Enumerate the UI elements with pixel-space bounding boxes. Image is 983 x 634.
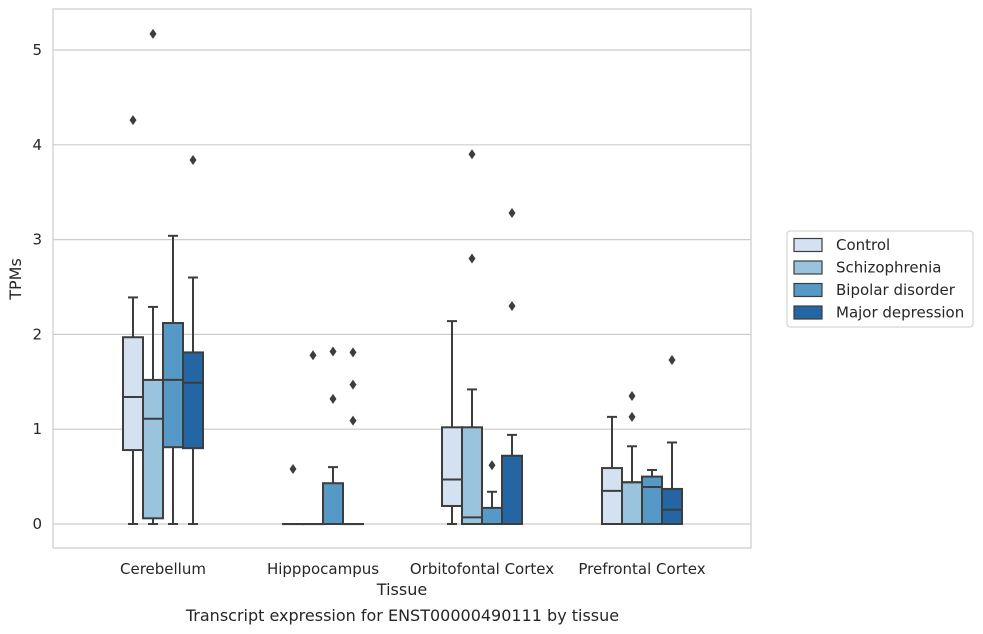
y-tick-label: 3 [32,231,42,249]
legend-label: Bipolar disorder [836,281,956,299]
box-schizophrenia [302,350,324,526]
outlier-point [349,415,357,426]
y-axis-ticks: 0 1 2 3 4 5 [32,41,42,533]
outlier-point [628,391,636,402]
legend-label: Schizophrenia [836,259,941,277]
iqr-box [641,475,663,526]
outlier-point [468,253,476,264]
box-bipolar-disorder [162,234,184,525]
legend-swatch [793,282,823,298]
outlier-point [349,347,357,358]
boxes [122,28,683,526]
y-tick-label: 1 [32,420,42,438]
legend-swatch [793,305,823,320]
legend-label: Major depression [836,304,964,322]
outlier-point [488,460,496,471]
outlier-point [189,154,197,165]
outlier-point [468,149,476,160]
box-control [282,464,304,526]
outlier-point [149,28,157,39]
outlier-point [329,393,337,404]
outlier-point [508,208,516,219]
box-bipolar-disorder [641,468,663,526]
box-bipolar-disorder [322,346,344,525]
outlier-point [129,115,137,126]
iqr-box [441,426,463,507]
iqr-box [162,322,184,449]
y-axis-label: TPMs [6,258,25,301]
outlier-point [329,346,337,357]
y-tick-label: 5 [32,41,42,59]
box-major-depression [661,354,683,526]
y-tick-label: 2 [32,325,42,343]
iqr-box [142,378,164,520]
x-tick-label: Orbitofontal Cortex [410,560,554,578]
iqr-box [601,467,623,525]
outlier-point [309,350,317,361]
iqr-box [461,426,483,525]
box-control [601,415,623,525]
x-axis-ticks: Cerebellum Hipppocampus Orbitofontal Corte… [120,560,706,578]
x-axis-label: Tissue [376,580,427,599]
iqr-box [322,482,344,525]
box-control [441,320,463,525]
box-bipolar-disorder [481,460,503,526]
outlier-point [349,379,357,390]
box-major-depression [182,154,204,525]
iqr-box [481,506,503,526]
iqr-box [501,454,523,525]
legend-swatch [793,260,823,275]
box-control [122,115,144,525]
outlier-point [289,464,297,475]
box-schizophrenia [142,28,164,525]
legend-frame [786,230,974,328]
box-schizophrenia [621,391,643,525]
legend: Control Schizophrenia Bipolar disorder Majo… [786,230,974,328]
outlier-point [508,300,516,311]
x-tick-label: Prefrontal Cortex [578,560,705,578]
x-tick-label: Cerebellum [120,560,206,578]
outlier-point [628,411,636,422]
outlier-point [668,354,676,365]
iqr-box [122,336,144,452]
x-tick-label: Hipppocampus [267,560,379,578]
iqr-box [182,351,204,450]
iqr-box [661,487,683,526]
box-major-depression [501,208,523,525]
y-tick-label: 4 [32,136,42,154]
plot-frame [52,8,752,549]
y-tick-label: 0 [32,515,42,533]
box-major-depression [342,347,364,526]
figure-caption: Transcript expression for ENST0000049011… [185,606,620,625]
legend-label: Control [836,236,890,254]
legend-swatch [793,237,823,253]
box-schizophrenia [461,149,483,525]
iqr-box [621,481,643,525]
